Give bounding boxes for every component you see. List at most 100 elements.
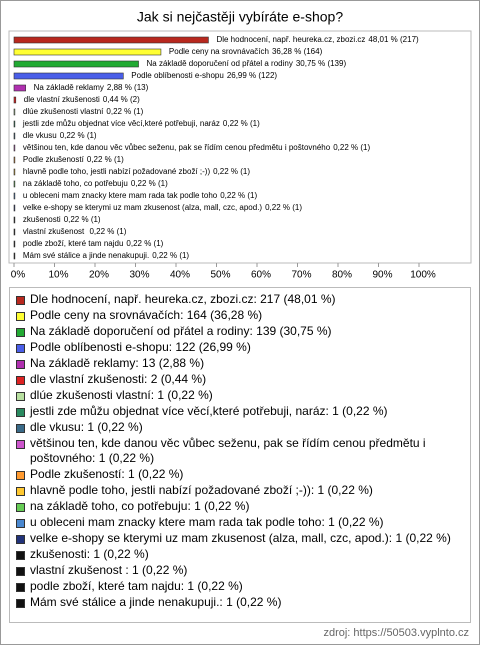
bar-label: dle vlastní zkušenosti 0,44 % (2)	[24, 95, 140, 104]
legend-text: jestli zde můžu objednat více věcí,které…	[30, 403, 388, 418]
category-label: Podle zkušeností	[23, 155, 85, 164]
bar-label: u obleceni mam znacky ktere mam rada tak…	[23, 191, 258, 200]
value-label: 0,44 % (2)	[103, 95, 140, 104]
legend-text: Mám své stálice a jinde nenakupuji.: 1 (…	[30, 595, 282, 610]
bar-label: jestli zde můžu objednat více věcí,které…	[22, 119, 260, 128]
legend-item: Podle ceny na srovnávačích: 164 (36,28 %…	[14, 308, 466, 324]
bar-label: zkušenosti 0,22 % (1)	[23, 215, 101, 224]
x-tick-label: 60%	[251, 270, 271, 281]
bar	[13, 216, 16, 224]
legend-item: na základě toho, co potřebuju: 1 (0,22 %…	[14, 499, 466, 515]
legend-swatch	[16, 599, 25, 609]
bar-label: velke e-shopy se kterymi uz mam zkusenos…	[23, 203, 302, 212]
category-label: Na základě doporučení od přátel a rodiny	[147, 59, 293, 68]
category-label: hlavně podle toho, jestli nabízí požadov…	[23, 167, 211, 176]
value-label: 48,01 % (217)	[368, 35, 419, 44]
value-label: 30,75 % (139)	[296, 59, 347, 68]
legend-text: Podle ceny na srovnávačích: 164 (36,28 %…	[30, 307, 263, 322]
legend-swatch	[16, 439, 25, 449]
value-label: 0,22 % (1)	[223, 119, 260, 128]
legend-item: jestli zde můžu objednat více věcí,které…	[14, 404, 466, 420]
chart: Jak si nejčastěji vybíráte e-shop? 0% 10%…	[8, 9, 472, 281]
legend-swatch	[16, 296, 25, 305]
value-label: 26,99 % (122)	[227, 71, 278, 80]
chart-title: Jak si nejčastěji vybíráte e-shop?	[137, 9, 343, 25]
value-label: 0,22 % (1)	[220, 191, 257, 200]
legend-item: Podle oblíbenosti e-shopu: 122 (26,99 %)	[14, 340, 466, 356]
bar-label: většinou ten, kde danou věc vůbec seženu…	[23, 143, 371, 152]
bar	[13, 228, 16, 236]
legend-text: Podle oblíbenosti e-shopu: 122 (26,99 %)	[30, 339, 251, 354]
legend-text: velke e-shopy se kterymi uz mam zkusenos…	[30, 531, 451, 546]
legend-text: dle vkusu: 1 (0,22 %)	[30, 419, 143, 434]
category-label: dle vkusu	[23, 131, 57, 140]
bar	[13, 36, 209, 44]
category-label: Mám své stálice a jinde nenakupuji.	[23, 251, 149, 260]
bar-label: Na základě reklamy 2,88 % (13)	[34, 83, 149, 92]
legend-swatch	[16, 311, 25, 321]
category-label: Na základě reklamy	[34, 83, 104, 92]
legend-swatch	[16, 503, 25, 513]
x-tick-label: 90%	[372, 270, 392, 281]
bar-label: Na základě doporučení od přátel a rodiny…	[147, 59, 347, 68]
bar	[13, 48, 162, 56]
category-label: zkušenosti	[23, 215, 61, 224]
legend-text: podle zboží, které tam najdu: 1 (0,22 %)	[30, 579, 243, 594]
x-tick-label: 70%	[291, 270, 311, 281]
bar	[13, 120, 16, 128]
legend-swatch	[16, 375, 25, 385]
legend-swatch	[16, 567, 25, 577]
x-tick-label: 100%	[410, 270, 436, 281]
value-label: 0,22 % (1)	[87, 155, 124, 164]
bar	[13, 180, 16, 188]
legend-item: dle vkusu: 1 (0,22 %)	[14, 420, 466, 436]
bar-label: dlúe zkušenosti vlastní 0,22 % (1)	[23, 107, 144, 116]
category-label: většinou ten, kde danou věc vůbec seženu…	[23, 143, 331, 152]
legend-text: na základě toho, co potřebuju: 1 (0,22 %…	[30, 499, 250, 514]
bar-label: Dle hodnocení, např. heureka.cz, zbozi.c…	[216, 35, 419, 44]
legend-item: Dle hodnocení, např. heureka.cz, zbozi.c…	[14, 292, 466, 308]
category-label: vlastní zkušenost	[23, 227, 87, 236]
legend-text: zkušenosti: 1 (0,22 %)	[30, 547, 149, 562]
category-label: velke e-shopy se kterymi uz mam zkusenos…	[23, 203, 263, 212]
category-label: Podle oblíbenosti e-shopu	[131, 71, 224, 80]
x-tick-label: 30%	[129, 270, 149, 281]
legend: Dle hodnocení, např. heureka.cz, zbozi.c…	[9, 287, 471, 623]
legend-swatch	[16, 535, 25, 545]
legend-swatch	[16, 487, 25, 497]
category-label: na základě toho, co potřebuju	[23, 179, 128, 188]
legend-swatch	[16, 327, 25, 337]
plot-frame	[8, 30, 472, 264]
value-label: 0,22 % (1)	[333, 143, 370, 152]
legend-text: Na základě doporučení od přátel a rodiny…	[30, 323, 332, 338]
bar	[13, 72, 124, 80]
category-label: podle zboží, které tam najdu	[23, 239, 124, 248]
x-tick-label: 80%	[332, 270, 352, 281]
legend-swatch	[16, 343, 25, 353]
bar-label: na základě toho, co potřebuju 0,22 % (1)	[23, 179, 168, 188]
value-label: 0,22 % (1)	[152, 251, 189, 260]
value-label: 0,22 % (1)	[89, 227, 126, 236]
value-label: 36,28 % (164)	[272, 47, 323, 56]
value-label: 0,22 % (1)	[265, 203, 302, 212]
category-label: dle vlastní zkušenosti	[24, 95, 100, 104]
legend-item: dle vlastní zkušenosti: 2 (0,44 %)	[14, 372, 466, 388]
legend-text: hlavně podle toho, jestli nabízí požadov…	[30, 483, 373, 498]
bar	[13, 192, 16, 200]
value-label: 2,88 % (13)	[107, 83, 149, 92]
legend-item: většinou ten, kde danou věc vůbec seženu…	[14, 436, 466, 467]
bar-label: hlavně podle toho, jestli nabízí požadov…	[23, 167, 250, 176]
legend-item: Mám své stálice a jinde nenakupuji.: 1 (…	[14, 595, 466, 611]
legend-swatch	[16, 519, 25, 529]
category-label: dlúe zkušenosti vlastní	[23, 107, 104, 116]
bar	[13, 240, 16, 248]
bar-label: podle zboží, které tam najdu 0,22 % (1)	[23, 239, 164, 248]
legend-item: hlavně podle toho, jestli nabízí požadov…	[14, 483, 466, 499]
x-tick-label: 0%	[11, 270, 26, 281]
bar-label: vlastní zkušenost 0,22 % (1)	[23, 227, 127, 236]
value-label: 0,22 % (1)	[213, 167, 250, 176]
legend-text: dlúe zkušenosti vlastní: 1 (0,22 %)	[30, 387, 213, 402]
bar-label: dle vkusu 0,22 % (1)	[23, 131, 97, 140]
bar	[13, 252, 16, 260]
